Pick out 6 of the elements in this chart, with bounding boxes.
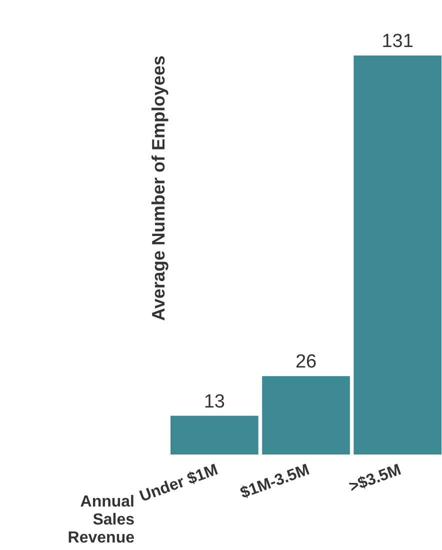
data-label: 131 bbox=[382, 31, 414, 52]
data-label: 13 bbox=[204, 391, 225, 412]
x-axis-title: Annual Sales Revenue bbox=[68, 494, 135, 546]
y-axis-title: Average Number of Employees bbox=[148, 56, 168, 321]
data-label: 26 bbox=[295, 352, 317, 373]
x-tick-label: Under $1M bbox=[138, 462, 220, 506]
